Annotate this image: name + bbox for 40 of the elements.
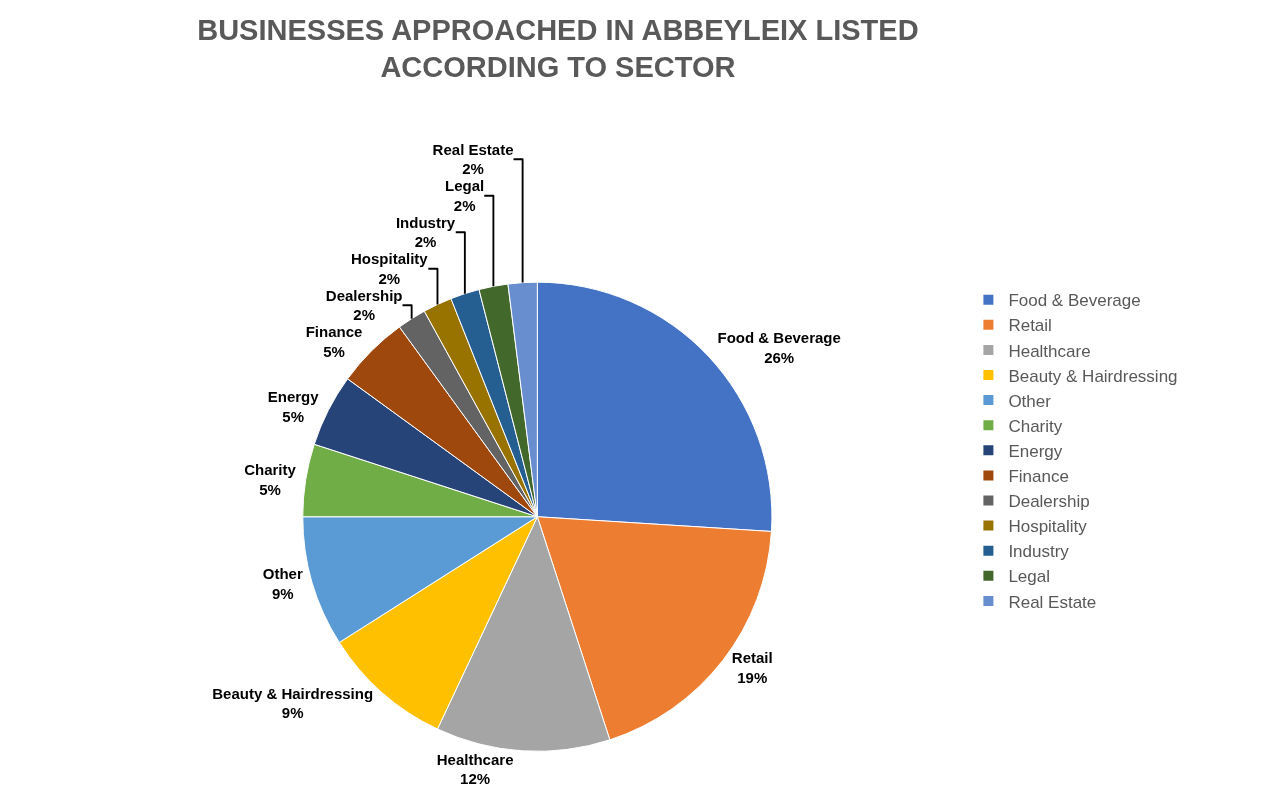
data-label: 2% <box>453 196 476 214</box>
legend-label: Food & Beverage <box>1008 291 1141 311</box>
slice-label: Healthcare <box>436 750 514 768</box>
legend-label: Legal <box>1008 567 1051 587</box>
slice-label: Industry <box>395 213 456 231</box>
data-label: 19% <box>737 668 768 686</box>
legend-label: Beauty & Hairdressing <box>1008 366 1178 386</box>
slice-label: Food & Beverage <box>717 329 841 347</box>
slice-label: Other <box>262 565 303 583</box>
data-label: 5% <box>259 480 281 498</box>
slice-label: Legal <box>445 177 485 195</box>
legend-label: Hospitality <box>1008 517 1088 537</box>
data-label: 2% <box>462 160 484 178</box>
data-label: 2% <box>378 269 401 287</box>
data-label: 2% <box>414 233 437 251</box>
data-label: 9% <box>271 584 294 602</box>
data-label: 12% <box>460 770 491 788</box>
slice-label: Beauty & Hairdressing <box>212 684 374 702</box>
legend-label: Healthcare <box>1008 341 1091 361</box>
slice-label: Finance <box>305 323 363 341</box>
slice-label: Charity <box>244 461 297 479</box>
slice-label: Real Estate <box>432 140 514 158</box>
legend-label: Other <box>1008 391 1052 411</box>
legend-label: Energy <box>1008 441 1063 461</box>
data-label: 5% <box>323 342 345 360</box>
slice-label: Dealership <box>325 286 403 304</box>
data-label: 5% <box>282 407 304 425</box>
legend-label: Dealership <box>1008 492 1090 512</box>
data-label: 2% <box>353 306 376 324</box>
slice-label: Energy <box>267 388 320 406</box>
legend-label: Finance <box>1008 467 1069 487</box>
slice-label: Retail <box>731 649 773 667</box>
legend-label: Retail <box>1008 316 1052 336</box>
chart-title: BUSINESSES APPROACHED IN ABBEYLEIX LISTED ACCORDING TO SECTOR <box>197 13 919 84</box>
data-label: 9% <box>281 704 304 722</box>
legend-label: Industry <box>1008 542 1070 562</box>
slice-label: Hospitality <box>351 250 429 268</box>
legend-label: Real Estate <box>1008 592 1097 612</box>
legend-label: Charity <box>1008 416 1063 436</box>
data-label: 26% <box>764 348 795 366</box>
